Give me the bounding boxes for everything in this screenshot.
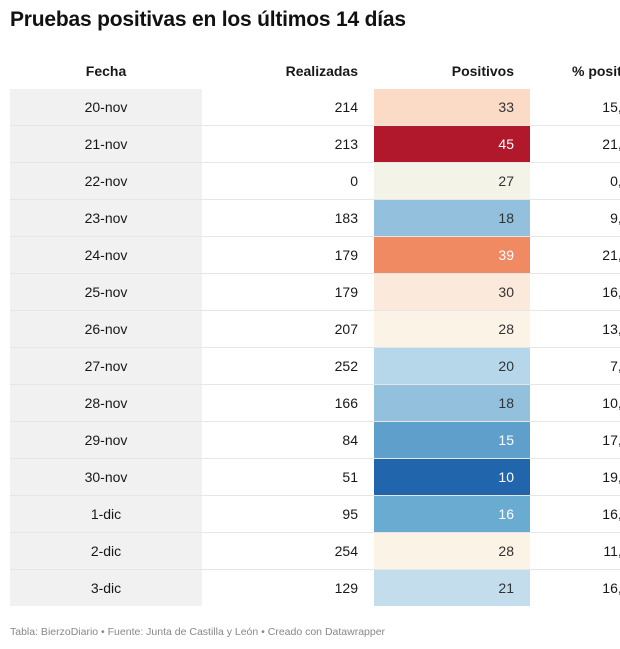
cell-fecha: 30-nov — [10, 458, 202, 496]
cell-fecha: 22-nov — [10, 162, 202, 200]
cell-fecha: 20-nov — [10, 89, 202, 126]
cell-fecha: 1-dic — [10, 495, 202, 533]
cell-realizadas: 129 — [202, 569, 374, 606]
cell-fecha: 21-nov — [10, 125, 202, 163]
cell-pct-positivo: 19,6% — [530, 458, 620, 496]
cell-realizadas: 213 — [202, 125, 374, 163]
cell-pct-positivo: 10,8% — [530, 384, 620, 422]
cell-pct-positivo: 11,0% — [530, 532, 620, 570]
cell-positivos: 39 — [374, 236, 530, 274]
cell-positivos: 15 — [374, 421, 530, 459]
table-body: 20-nov2143315,4%21-nov2134521,1%22-nov02… — [10, 89, 620, 606]
data-table: Fecha Realizadas Positivos % positivo 20… — [10, 52, 620, 606]
cell-realizadas: 84 — [202, 421, 374, 459]
cell-positivos: 18 — [374, 384, 530, 422]
cell-positivos: 45 — [374, 125, 530, 163]
cell-fecha: 24-nov — [10, 236, 202, 274]
cell-pct-positivo: 16,3% — [530, 569, 620, 606]
header-fecha: Fecha — [85, 62, 127, 79]
cell-fecha: 29-nov — [10, 421, 202, 459]
cell-pct-positivo: 21,8% — [530, 236, 620, 274]
table-header-row: Fecha Realizadas Positivos % positivo — [10, 52, 620, 89]
footer-credits: Tabla: BierzoDiario • Fuente: Junta de C… — [10, 626, 386, 638]
cell-positivos: 33 — [374, 89, 530, 126]
cell-realizadas: 252 — [202, 347, 374, 385]
header-pct-positivo: % positivo — [571, 62, 620, 79]
cell-realizadas: 0 — [202, 162, 374, 200]
cell-fecha: 26-nov — [10, 310, 202, 348]
cell-pct-positivo: 15,4% — [602, 99, 620, 115]
cell-realizadas: 183 — [202, 199, 374, 237]
cell-realizadas: 51 — [202, 458, 374, 496]
header-positivos: Positivos — [451, 62, 514, 79]
cell-realizadas: 179 — [202, 236, 374, 274]
cell-realizadas: 207 — [202, 310, 374, 348]
cell-fecha: 3-dic — [10, 569, 202, 606]
cell-positivos: 16 — [374, 495, 530, 533]
cell-positivos: 18 — [374, 199, 530, 237]
cell-pct-positivo: 16,8% — [530, 495, 620, 533]
header-realizadas: Realizadas — [285, 62, 358, 79]
cell-positivos: 27 — [374, 162, 530, 200]
cell-positivos: 30 — [374, 273, 530, 311]
cell-fecha: 27-nov — [10, 347, 202, 385]
chart-title: Pruebas positivas en los últimos 14 días — [10, 8, 406, 31]
cell-fecha: 2-dic — [10, 532, 202, 570]
cell-realizadas: 179 — [202, 273, 374, 311]
cell-pct-positivo: 13,5% — [530, 310, 620, 348]
cell-positivos: 20 — [374, 347, 530, 385]
table-row: 20-nov 214 33 15,4% — [10, 89, 620, 126]
cell-positivos: 28 — [374, 532, 530, 570]
cell-fecha: 23-nov — [10, 199, 202, 237]
cell-fecha: 28-nov — [10, 384, 202, 422]
cell-positivos: 10 — [374, 458, 530, 496]
cell-pct-positivo: 0,0% — [530, 162, 620, 200]
cell-realizadas: 214 — [334, 99, 358, 115]
cell-realizadas: 254 — [202, 532, 374, 570]
cell-pct-positivo: 9,8% — [530, 199, 620, 237]
cell-positivos: 21 — [374, 569, 530, 606]
cell-positivos: 28 — [374, 310, 530, 348]
cell-pct-positivo: 21,1% — [530, 125, 620, 163]
cell-pct-positivo: 7,9% — [530, 347, 620, 385]
cell-pct-positivo: 17,9% — [530, 421, 620, 459]
cell-realizadas: 166 — [202, 384, 374, 422]
cell-fecha: 25-nov — [10, 273, 202, 311]
cell-pct-positivo: 16,8% — [530, 273, 620, 311]
cell-realizadas: 95 — [202, 495, 374, 533]
